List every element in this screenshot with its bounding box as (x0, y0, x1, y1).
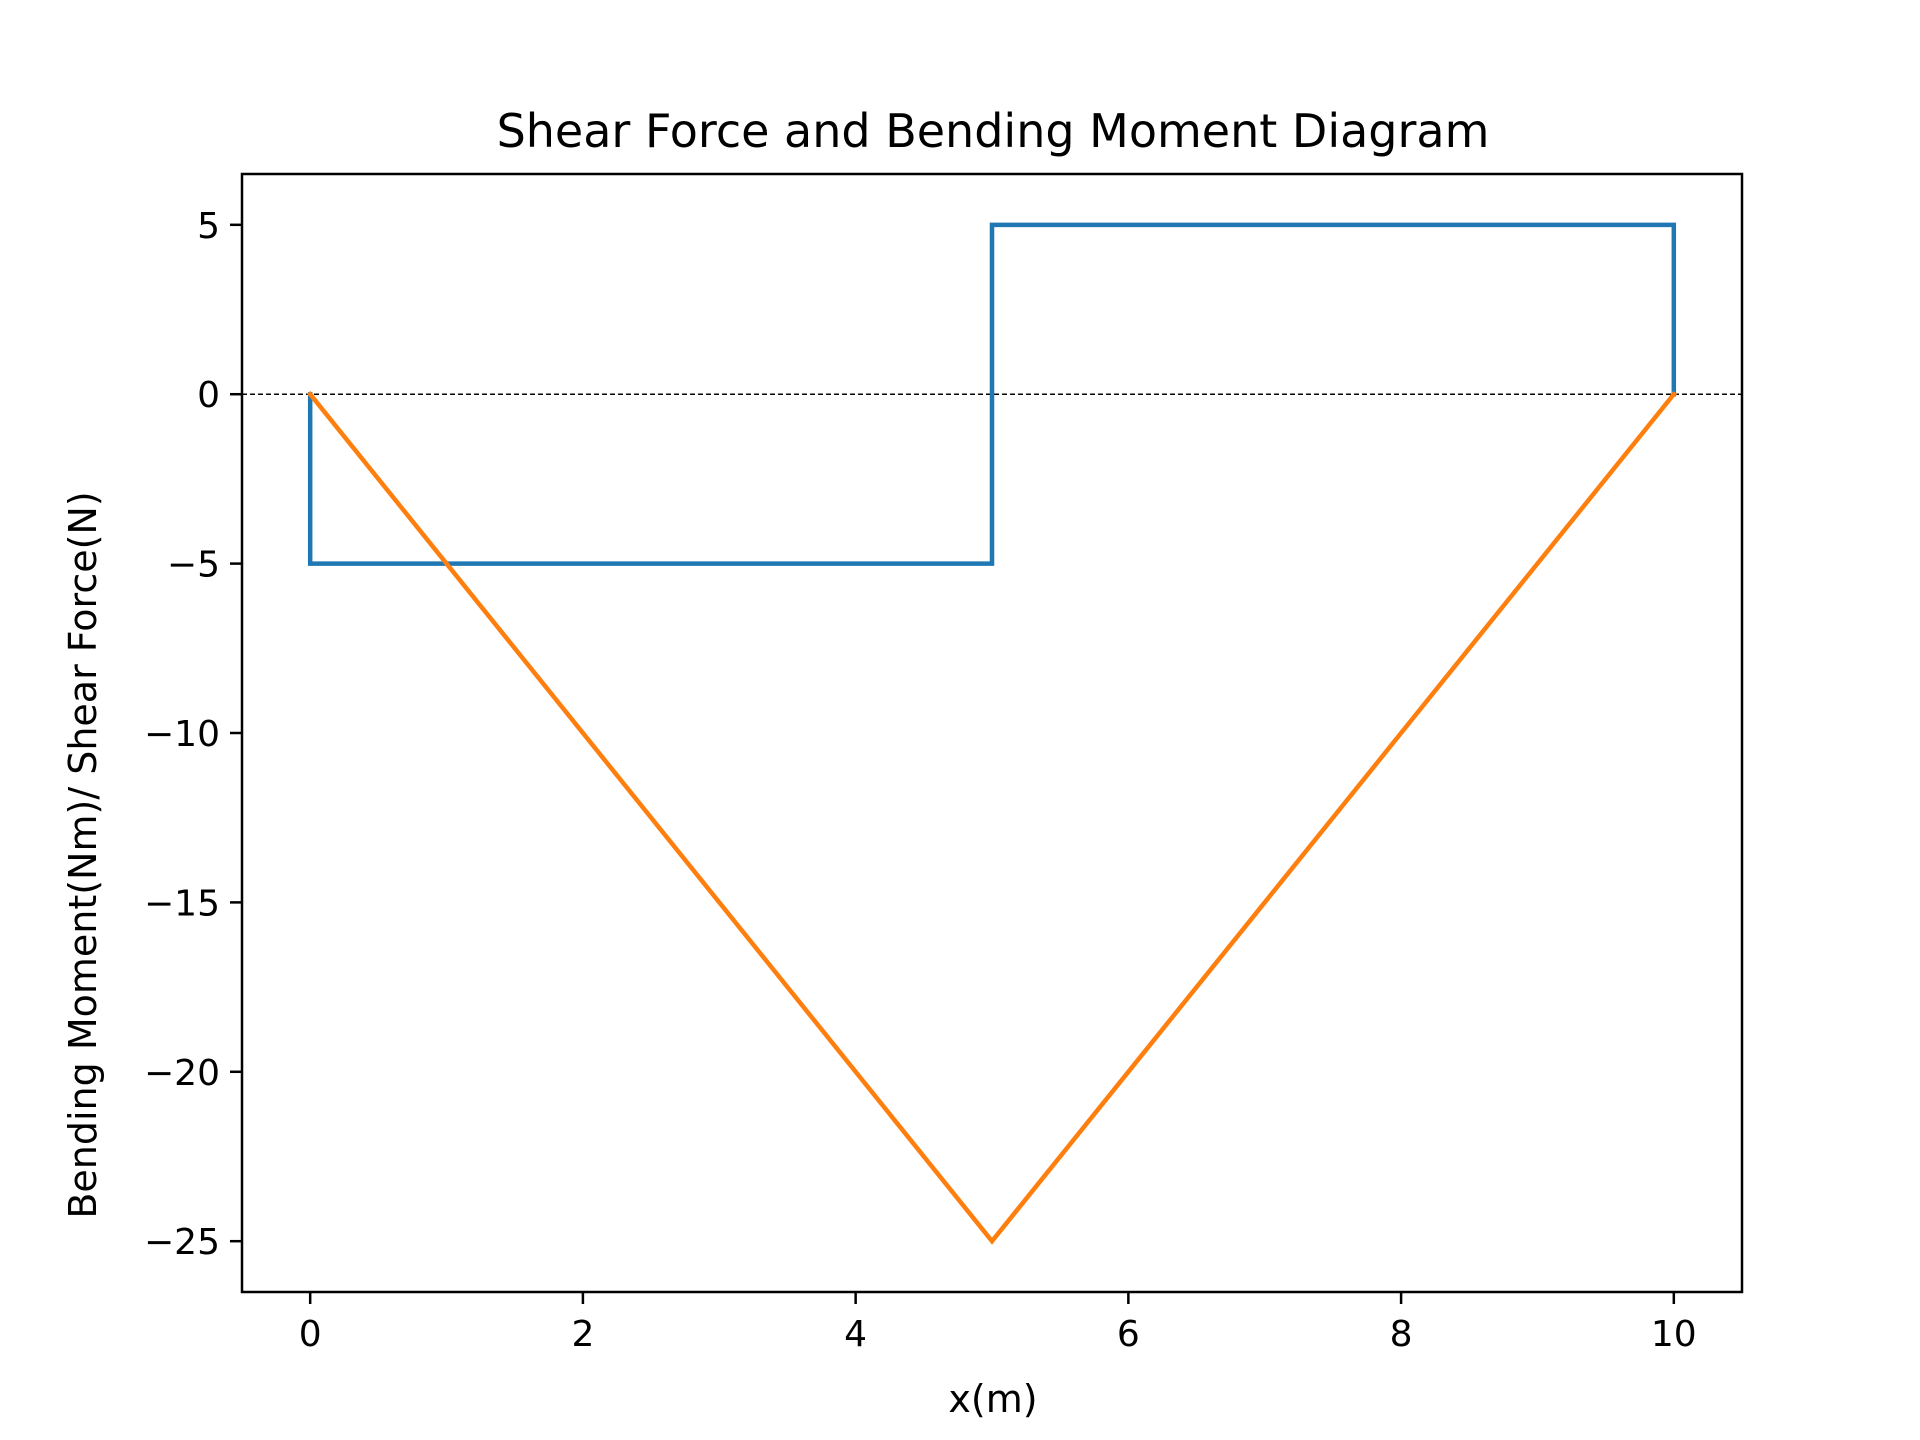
y-tick-label: 5 (197, 206, 220, 247)
plot-area (242, 222, 1742, 1245)
y-tick-label: −15 (144, 883, 220, 924)
axes-frame (240, 172, 1744, 1294)
x-tick-label: 8 (1390, 1314, 1413, 1355)
x-axis-label: x(m) (948, 1377, 1037, 1421)
x-tick-label: 0 (299, 1314, 322, 1355)
y-tick-label: −20 (144, 1053, 220, 1094)
x-tick-label: 6 (1117, 1314, 1140, 1355)
x-tick-label: 4 (844, 1314, 867, 1355)
series-line-1 (307, 222, 1677, 566)
chart-title: Shear Force and Bending Moment Diagram (497, 104, 1490, 158)
axis-ticks: 0 2 4 6 8 10 5 0 −5 −10 −15 −20 −25 (144, 206, 1697, 1355)
y-tick-label: −25 (144, 1222, 220, 1263)
x-tick-label: 10 (1651, 1314, 1697, 1355)
y-tick-label: −10 (144, 714, 220, 755)
series-line-2 (307, 391, 1677, 1245)
y-tick-label: −5 (167, 545, 220, 586)
y-axis-label: Bending Moment(Nm)/ Shear Force(N) (61, 491, 105, 1218)
x-tick-label: 2 (571, 1314, 594, 1355)
y-tick-label: 0 (197, 375, 220, 416)
